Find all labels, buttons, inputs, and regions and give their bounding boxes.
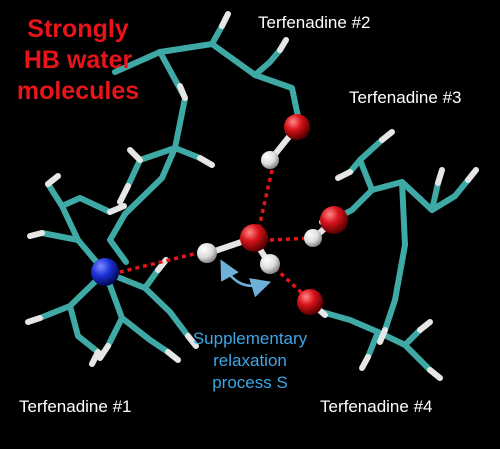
process-label: Supplementary relaxation process S bbox=[170, 328, 330, 394]
label-terfenadine-1: Terfenadine #1 bbox=[19, 397, 132, 416]
title-line-2: HB water bbox=[23, 46, 133, 74]
relaxation-arrow bbox=[220, 259, 272, 298]
terfenadine-1-skeleton bbox=[37, 181, 191, 355]
hydrogen-atom-t3 bbox=[304, 229, 322, 247]
label-terfenadine-2: Terfenadine #2 bbox=[258, 13, 371, 32]
terfenadine-4-skeleton bbox=[319, 309, 433, 373]
water-oxygen-atom bbox=[240, 224, 268, 252]
oxygen-atom-t4 bbox=[297, 289, 323, 315]
water-hydrogen-atom-1 bbox=[197, 243, 217, 263]
oxygen-atom-t2 bbox=[284, 114, 310, 140]
hbond-t4-water bbox=[273, 266, 307, 298]
hydrogen-bonds bbox=[111, 169, 313, 298]
title-line-3: molecules bbox=[16, 77, 140, 105]
oxygen-atom-t3 bbox=[320, 206, 348, 234]
hbond-t2-water bbox=[256, 169, 274, 233]
label-terfenadine-3: Terfenadine #3 bbox=[349, 88, 462, 107]
title-line-1: Strongly bbox=[27, 15, 129, 43]
hydrogen-atom-t2 bbox=[261, 151, 279, 169]
title: Strongly HB water molecules bbox=[4, 14, 152, 107]
process-line-1: Supplementary bbox=[192, 329, 308, 348]
nitrogen-atom bbox=[91, 258, 119, 286]
hydrogen-sticks bbox=[25, 11, 479, 381]
label-terfenadine-4: Terfenadine #4 bbox=[320, 397, 433, 416]
process-line-3: process S bbox=[212, 373, 288, 392]
water-hydrogen-atom-2 bbox=[260, 254, 280, 274]
process-line-2: relaxation bbox=[213, 351, 287, 370]
terfenadine-3-skeleton bbox=[332, 137, 471, 333]
